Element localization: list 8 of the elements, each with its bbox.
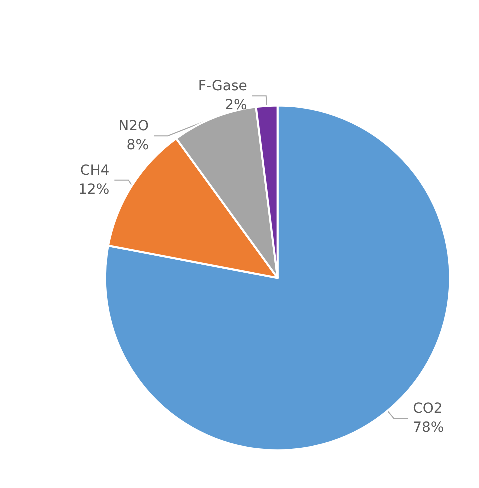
slice-label: F-Gase [198,78,248,95]
data-label: 12% [78,182,110,198]
data-label: 2% [225,98,248,114]
slice-label: N2O [118,118,150,135]
slice-label: CH4 [80,162,110,179]
data-label: 8% [126,138,150,154]
data-label: 78% [413,420,444,436]
slice-label: CO2 [413,401,443,418]
